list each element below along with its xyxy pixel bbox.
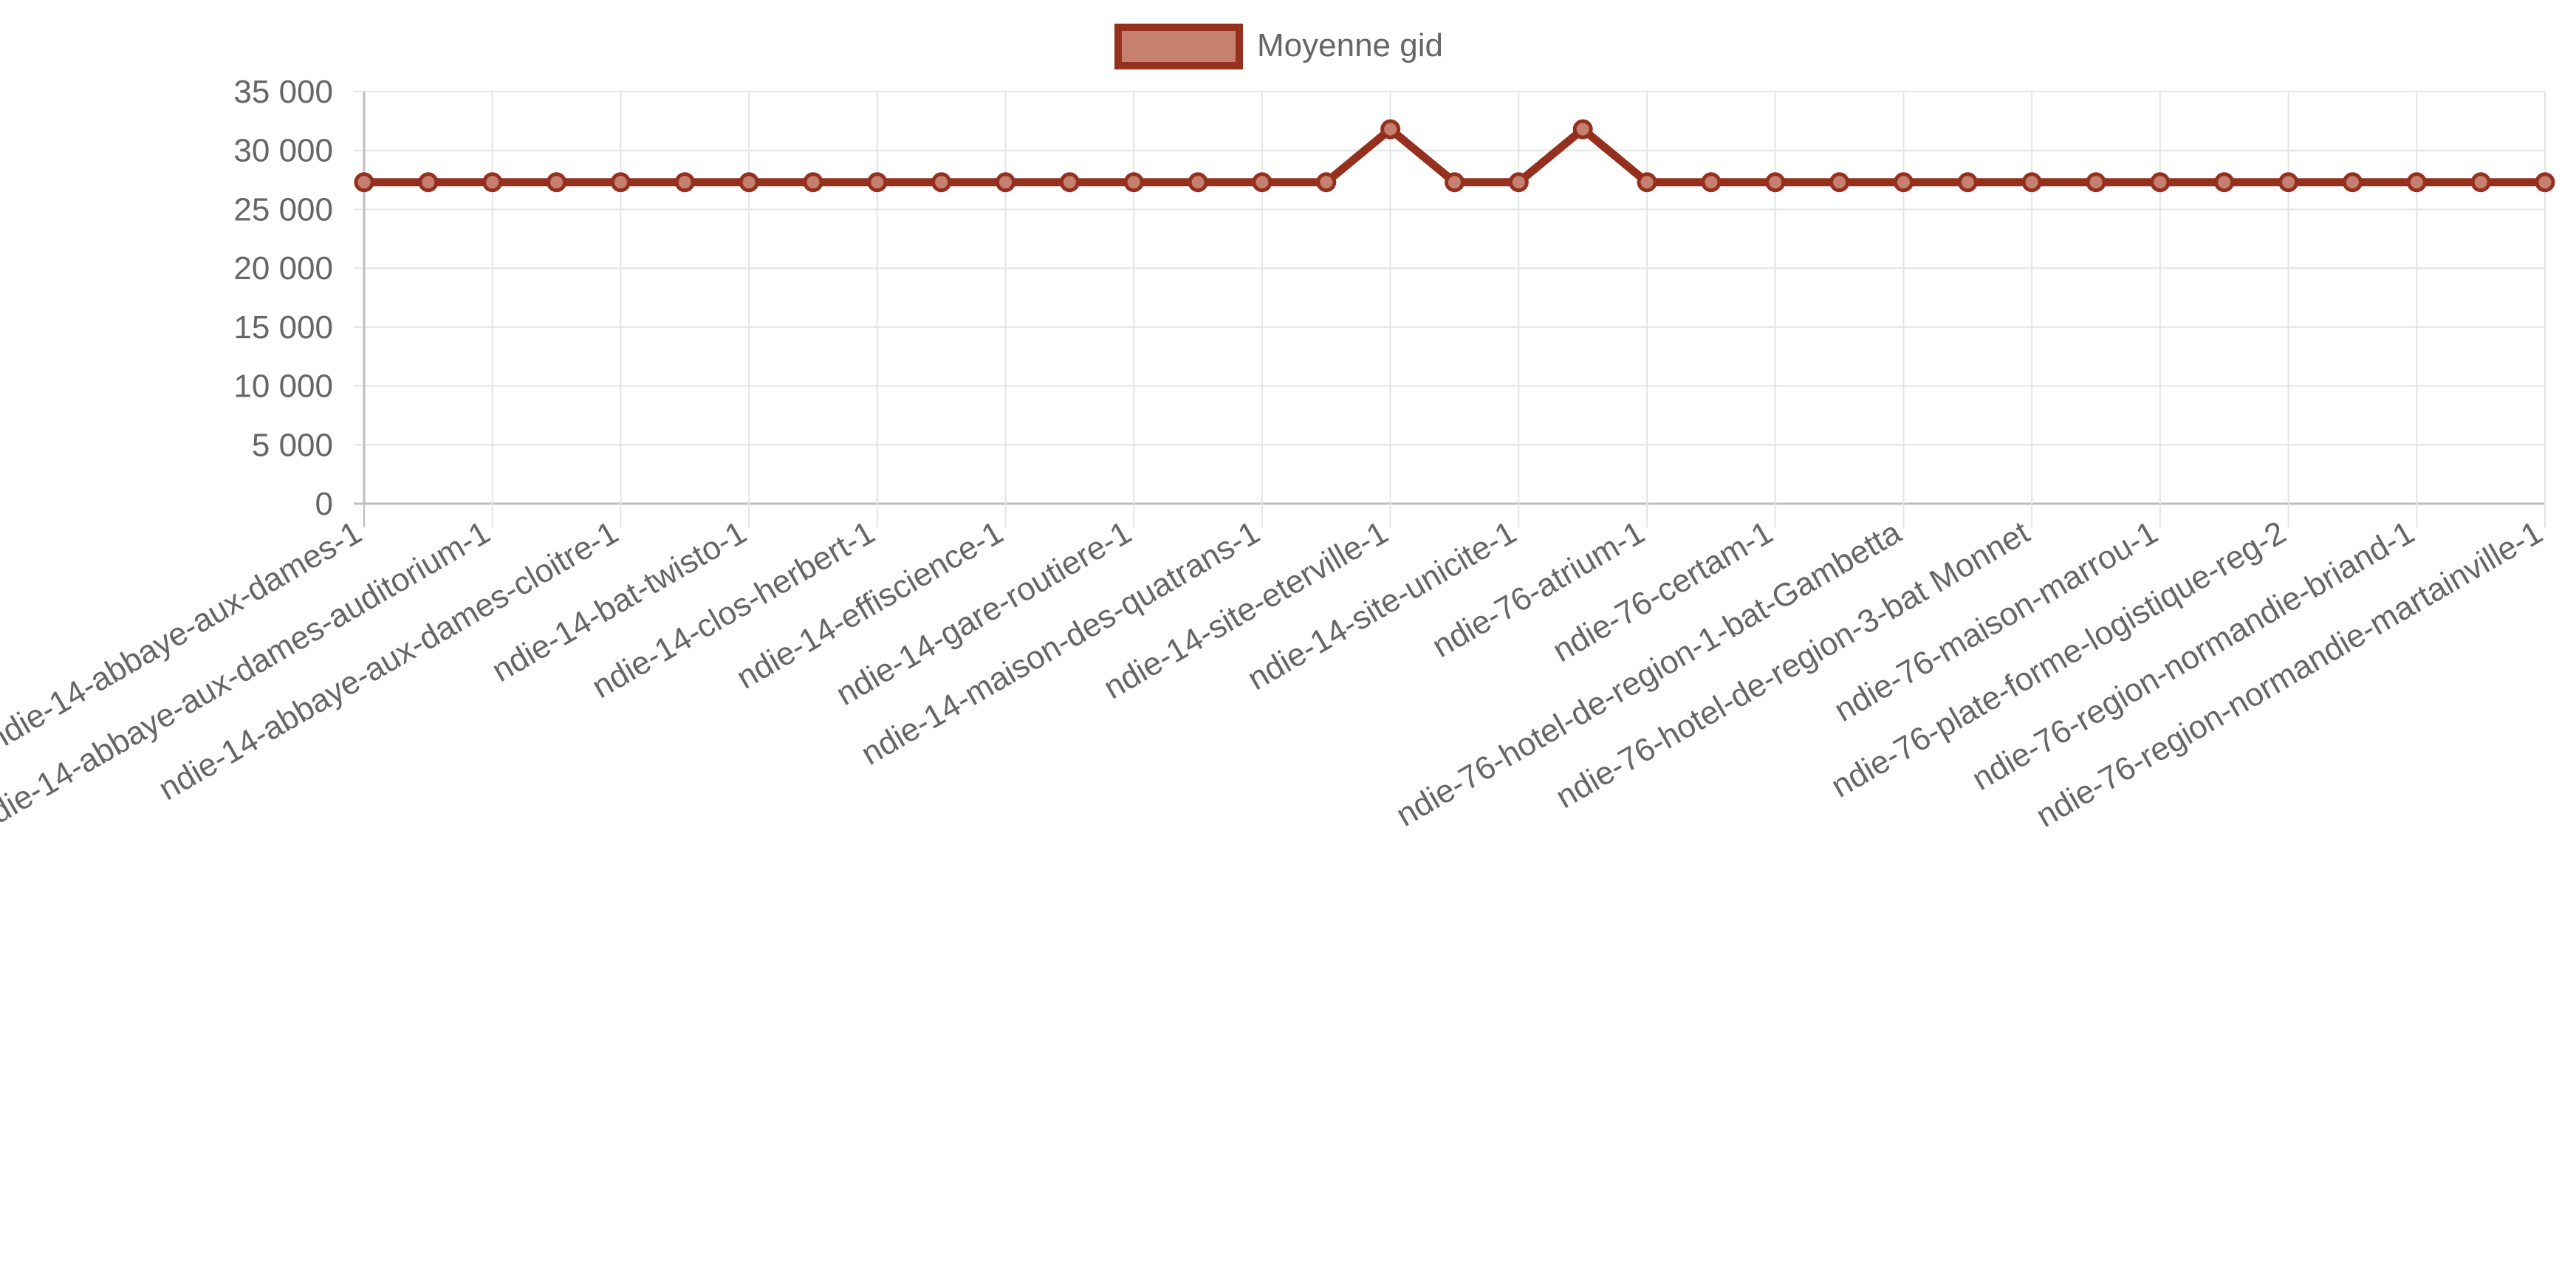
data-point: [1508, 172, 1529, 193]
legend-label: Moyenne gid: [1257, 27, 1443, 64]
y-tick-label: 5 000: [252, 427, 333, 463]
data-point: [1893, 172, 1914, 193]
y-tick-label: 35 000: [233, 74, 333, 110]
y-tick-label: 25 000: [233, 191, 333, 227]
data-point: [739, 172, 759, 193]
data-point: [2214, 172, 2235, 193]
data-point: [1316, 172, 1337, 193]
data-point: [674, 172, 695, 193]
data-point: [610, 172, 631, 193]
data-point: [2342, 172, 2363, 193]
data-point: [2470, 172, 2491, 193]
data-point: [1572, 119, 1593, 140]
data-point: [1957, 172, 1978, 193]
x-axis-ticks: ndie-14-abbaye-aux-dames-1ndie-14-abbaye…: [0, 514, 2549, 840]
data-point: [1829, 172, 1850, 193]
legend-swatch[interactable]: [1114, 24, 1243, 69]
data-point: [2278, 172, 2299, 193]
data-point: [803, 172, 823, 193]
data-point: [996, 172, 1016, 193]
data-point: [1252, 172, 1272, 193]
y-tick-label: 30 000: [233, 133, 333, 169]
y-tick-label: 15 000: [233, 309, 333, 346]
data-point: [547, 172, 567, 193]
y-tick-label: 0: [315, 486, 333, 522]
data-point: [1123, 172, 1144, 193]
data-point: [2150, 172, 2171, 193]
data-point: [1188, 172, 1208, 193]
data-points: [354, 119, 2555, 193]
data-point: [1765, 172, 1786, 193]
y-axis-ticks: 0 5 000 10 000 15 000 20 000 25 000 30 000 35 0…: [233, 74, 333, 522]
data-point: [931, 172, 952, 193]
y-tick-label: 10 000: [233, 369, 333, 405]
y-tick-label: 20 000: [233, 250, 333, 287]
data-point: [2086, 172, 2106, 193]
grid-lines: [354, 91, 2546, 527]
data-point: [1637, 172, 1657, 193]
data-point: [2406, 172, 2427, 193]
data-point: [867, 172, 888, 193]
legend[interactable]: Moyenne gid: [1114, 24, 1443, 69]
data-point: [2535, 172, 2555, 193]
x-tick-label: ndie-76-atrium-1: [1426, 514, 1651, 665]
data-point: [1701, 172, 1722, 193]
data-point: [354, 172, 374, 193]
data-point: [418, 172, 439, 193]
data-point: [1445, 172, 1465, 193]
data-point: [1059, 172, 1080, 193]
data-point: [1380, 119, 1401, 140]
data-point: [2021, 172, 2042, 193]
data-point: [482, 172, 503, 193]
